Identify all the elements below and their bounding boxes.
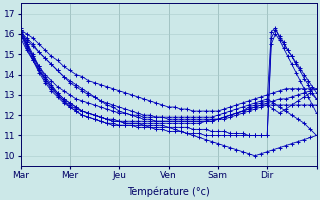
X-axis label: Température (°c): Température (°c) — [127, 186, 210, 197]
